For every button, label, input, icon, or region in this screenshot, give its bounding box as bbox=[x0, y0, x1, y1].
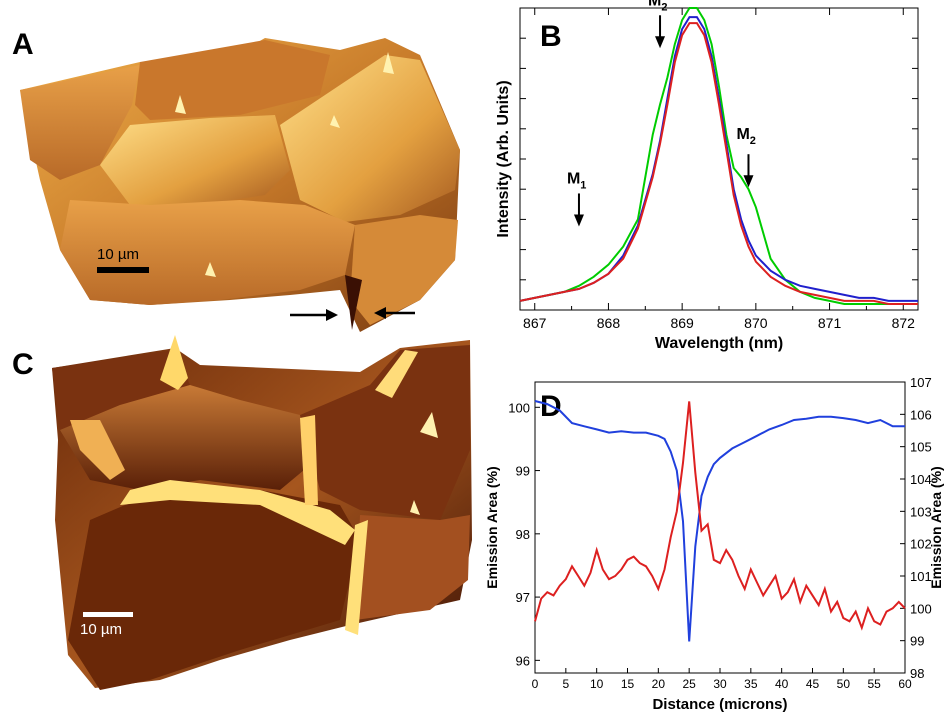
y-axis-label-right-d: Emission Area (%) bbox=[928, 466, 944, 588]
annotation-arrowhead-b bbox=[573, 214, 584, 227]
x-tick-label-d: 35 bbox=[744, 677, 758, 691]
series-line-d-0 bbox=[534, 400, 905, 642]
series-line-b-0 bbox=[519, 7, 918, 305]
y-tick-label-d: 99 bbox=[516, 464, 530, 479]
y-tick-label-right-d: 100 bbox=[910, 601, 932, 616]
x-tick-label-d: 15 bbox=[621, 677, 635, 691]
x-tick-label-d: 25 bbox=[682, 677, 696, 691]
x-tick-label-d: 30 bbox=[713, 677, 727, 691]
x-tick-label-b: 872 bbox=[892, 315, 916, 331]
x-tick-label-b: 871 bbox=[818, 315, 842, 331]
y-tick-label-d: 96 bbox=[516, 653, 530, 668]
annotation-arrowhead-b bbox=[743, 175, 754, 188]
scale-bar-label-a: 10 µm bbox=[97, 246, 139, 263]
y-tick-label-d: 98 bbox=[516, 527, 530, 542]
x-tick-label-b: 867 bbox=[523, 315, 547, 331]
x-tick-label-d: 0 bbox=[532, 677, 539, 691]
x-tick-label-b: 870 bbox=[744, 315, 768, 331]
x-tick-label-d: 5 bbox=[562, 677, 569, 691]
plot-frame-d bbox=[534, 381, 906, 674]
panel-letter-c: C bbox=[12, 348, 34, 381]
x-tick-label-b: 869 bbox=[670, 315, 694, 331]
scale-bar-label-c: 10 µm bbox=[80, 621, 122, 638]
x-axis-label-d: Distance (microns) bbox=[652, 696, 787, 713]
y-tick-label-right-d: 102 bbox=[910, 537, 932, 552]
y-axis-label-b: Intensity (Arb. Units) bbox=[495, 80, 512, 237]
x-tick-label-d: 45 bbox=[806, 677, 820, 691]
y-tick-label-d: 100 bbox=[508, 400, 530, 415]
x-tick-label-d: 20 bbox=[652, 677, 666, 691]
y-tick-label-right-d: 101 bbox=[910, 569, 932, 584]
annotation-arrowhead-b bbox=[655, 36, 666, 49]
y-tick-label-right-d: 103 bbox=[910, 504, 932, 519]
y-axis-label-d: Emission Area (%) bbox=[484, 466, 500, 588]
x-axis-label-b: Wavelength (nm) bbox=[655, 335, 783, 352]
x-tick-label-d: 10 bbox=[590, 677, 604, 691]
x-tick-label-d: 60 bbox=[898, 677, 912, 691]
y-tick-label-right-d: 104 bbox=[910, 472, 932, 487]
series-line-b-2 bbox=[519, 22, 918, 305]
y-tick-label-right-d: 99 bbox=[910, 634, 924, 649]
x-tick-label-d: 50 bbox=[837, 677, 851, 691]
y-tick-label-right-d: 107 bbox=[910, 375, 932, 390]
series-line-d-1 bbox=[534, 401, 906, 631]
y-tick-label-right-d: 98 bbox=[910, 666, 924, 681]
x-tick-label-d: 40 bbox=[775, 677, 789, 691]
y-tick-label-d: 97 bbox=[516, 590, 530, 605]
y-tick-label-right-d: 105 bbox=[910, 440, 932, 455]
panel-letter-b: B bbox=[540, 20, 562, 53]
x-tick-label-b: 868 bbox=[597, 315, 621, 331]
y-tick-label-right-d: 106 bbox=[910, 407, 932, 422]
x-tick-label-d: 55 bbox=[867, 677, 881, 691]
